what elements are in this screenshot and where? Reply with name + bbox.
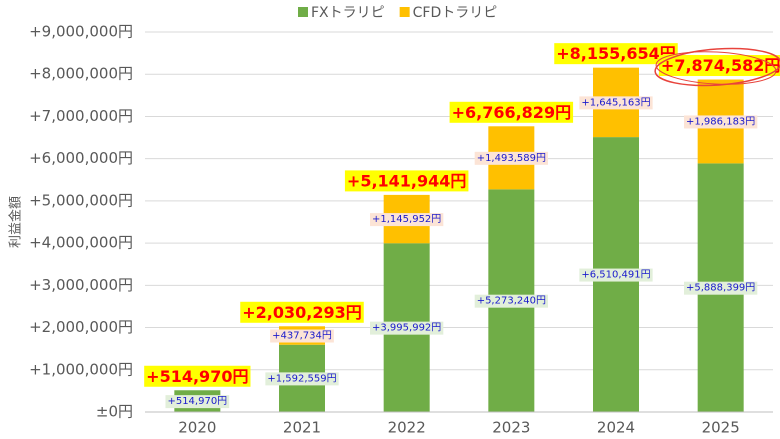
legend-swatch xyxy=(298,7,308,17)
total-label-bg xyxy=(344,170,469,192)
value-label: +1,592,559円 xyxy=(267,373,336,384)
total-label: +8,155,654円 xyxy=(556,44,676,63)
x-tick-label: 2021 xyxy=(283,419,321,437)
total-label-bg xyxy=(240,301,364,323)
x-tick-label: 2020 xyxy=(178,419,216,437)
value-label-bg xyxy=(265,372,339,386)
value-label: +1,493,589円 xyxy=(477,153,546,164)
value-label-bg xyxy=(270,329,334,343)
y-tick-label: +1,000,000円 xyxy=(29,360,133,378)
total-label: +6,766,829円 xyxy=(452,103,572,122)
value-label: +1,645,163円 xyxy=(581,97,650,108)
value-label-bg xyxy=(684,281,758,295)
value-label-bg xyxy=(474,294,548,308)
y-tick-label: +8,000,000円 xyxy=(29,65,133,83)
y-tick-label: +4,000,000円 xyxy=(29,234,133,252)
value-label-bg xyxy=(165,395,230,409)
value-label-bg xyxy=(474,151,548,165)
value-label: +437,734円 xyxy=(272,331,332,342)
value-label: +5,888,399円 xyxy=(686,283,755,294)
value-label: +1,986,183円 xyxy=(686,116,755,127)
value-label-bg xyxy=(370,213,444,227)
y-tick-label: +5,000,000円 xyxy=(29,191,133,209)
value-label: +5,273,240円 xyxy=(477,296,546,307)
legend-swatch xyxy=(399,7,410,17)
total-label-bg xyxy=(449,101,574,123)
value-label: +3,995,992円 xyxy=(372,323,441,334)
legend-label: CFDトラリピ xyxy=(413,5,498,21)
y-tick-label: +7,000,000円 xyxy=(29,107,133,125)
total-label: +2,030,293円 xyxy=(242,303,362,322)
value-label-bg xyxy=(579,268,653,282)
y-tick-label: +3,000,000円 xyxy=(29,276,133,294)
total-label: +514,970円 xyxy=(146,367,248,386)
value-label: +6,510,491円 xyxy=(581,270,650,281)
y-axis-title: 利益金額 xyxy=(8,196,24,248)
y-tick-label: +2,000,000円 xyxy=(29,318,133,336)
total-label: +7,874,582円 xyxy=(661,56,780,75)
highlight-circle xyxy=(654,47,780,87)
legend-label: FXトラリピ xyxy=(311,5,385,21)
x-tick-label: 2023 xyxy=(492,419,530,437)
total-label-bg xyxy=(658,55,780,77)
x-tick-label: 2024 xyxy=(597,419,635,437)
y-tick-label: +9,000,000円 xyxy=(29,23,133,41)
y-tick-label: ±0円 xyxy=(96,403,133,421)
value-label-bg xyxy=(370,321,444,335)
total-label: +5,141,944円 xyxy=(347,171,467,190)
value-label: +514,970円 xyxy=(167,396,227,407)
value-label-bg xyxy=(579,96,653,110)
value-label-bg xyxy=(684,115,758,129)
y-tick-label: +6,000,000円 xyxy=(29,149,133,167)
highlight-circle xyxy=(655,51,777,85)
x-tick-label: 2025 xyxy=(702,419,740,437)
total-label-bg xyxy=(144,365,251,387)
x-tick-label: 2022 xyxy=(388,419,426,437)
total-label-bg xyxy=(554,43,678,65)
value-label: +1,145,952円 xyxy=(372,214,441,225)
